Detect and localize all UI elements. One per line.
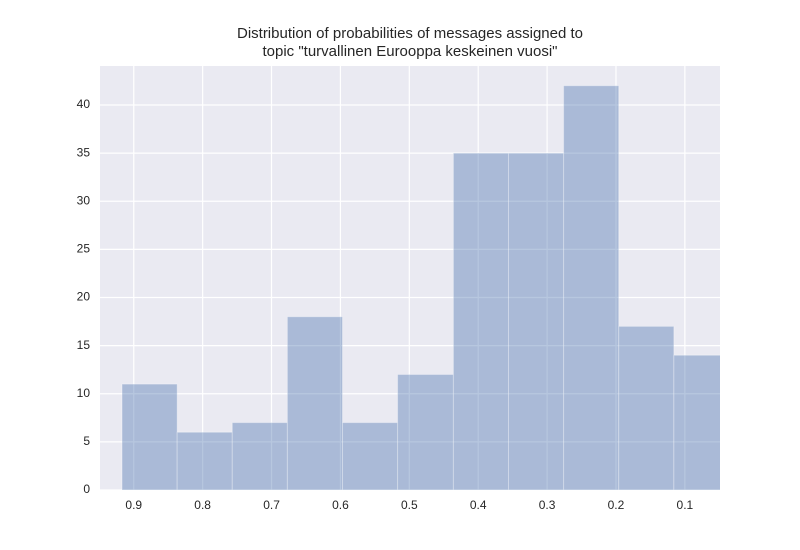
bar: [286, 316, 343, 490]
y-tick-label: 35: [77, 145, 91, 159]
grid: [100, 66, 720, 491]
bar: [618, 325, 675, 490]
x-tick-label: 0.6: [332, 498, 349, 512]
bar: [397, 373, 454, 490]
bar: [176, 431, 233, 490]
bar: [341, 422, 399, 490]
bar: [452, 152, 510, 490]
x-tick-label: 0.7: [263, 498, 280, 512]
y-tick-label: 30: [77, 193, 91, 207]
y-tick-label: 20: [77, 290, 91, 304]
y-tick-label: 10: [77, 386, 91, 400]
bars: [121, 85, 720, 490]
chart-title: Distribution of probabilities of message…: [237, 25, 583, 42]
bar: [121, 383, 178, 490]
y-tick-label: 0: [83, 482, 90, 496]
x-tick-label: 0.8: [194, 498, 211, 512]
y-tick-label: 5: [83, 434, 90, 448]
x-tick-label: 0.2: [608, 498, 625, 512]
x-tick-label: 0.9: [125, 498, 142, 512]
bar: [563, 85, 620, 490]
y-tick-label: 40: [77, 97, 91, 111]
x-tick-label: 0.4: [470, 498, 487, 512]
x-tick-label: 0.1: [677, 498, 694, 512]
bar: [508, 152, 565, 490]
y-tick-label: 15: [77, 338, 91, 352]
x-tick-label: 0.5: [401, 498, 418, 512]
bar: [231, 422, 288, 490]
chart-title: topic "turvallinen Eurooppa keskeinen vu…: [263, 43, 558, 60]
plot-area: [100, 66, 720, 490]
bar: [673, 354, 720, 490]
x-tick-label: 0.3: [539, 498, 556, 512]
y-tick-label: 25: [77, 242, 91, 256]
